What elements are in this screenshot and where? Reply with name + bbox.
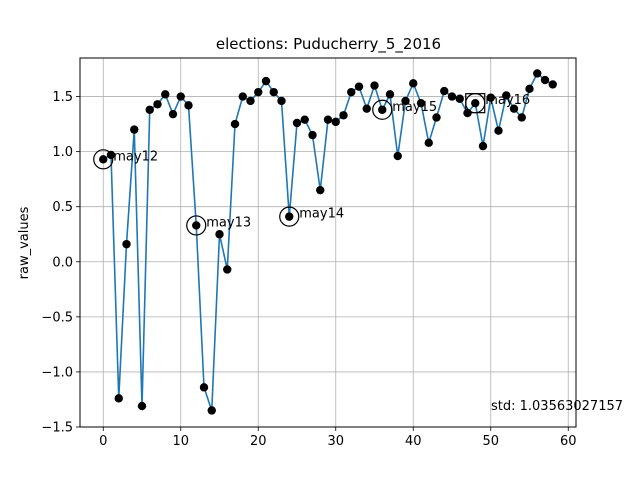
y-tick-label: 0.5: [52, 200, 73, 215]
data-point: [549, 80, 557, 88]
data-point: [138, 402, 146, 410]
data-point: [115, 394, 123, 402]
data-point: [308, 131, 316, 139]
data-point: [246, 97, 254, 105]
x-tick-label: 10: [172, 434, 189, 449]
data-point: [541, 76, 549, 84]
data-point: [409, 79, 417, 87]
data-points: [99, 69, 557, 414]
x-tick-label: 60: [560, 434, 577, 449]
data-point: [122, 240, 130, 248]
annotation-label: may13: [206, 215, 251, 230]
y-tick-label: 1.5: [52, 90, 73, 105]
x-tick-label: 20: [250, 434, 267, 449]
data-point: [161, 90, 169, 98]
annotation-label: may16: [485, 93, 530, 108]
data-point: [324, 115, 332, 123]
data-point: [386, 90, 394, 98]
data-point: [370, 81, 378, 89]
data-point: [192, 221, 200, 229]
data-point: [355, 82, 363, 90]
data-point: [293, 119, 301, 127]
data-point: [363, 104, 371, 112]
data-point: [184, 101, 192, 109]
data-point: [456, 95, 464, 103]
data-point: [479, 142, 487, 150]
data-point: [533, 69, 541, 77]
data-point: [277, 97, 285, 105]
annotation-label: may14: [299, 207, 344, 222]
data-point: [332, 118, 340, 126]
data-point: [153, 100, 161, 108]
data-point: [223, 265, 231, 273]
data-point: [425, 139, 433, 147]
y-tick-label: 0.0: [52, 255, 73, 270]
data-point: [347, 88, 355, 96]
data-point: [285, 212, 293, 220]
y-tick-label: 1.0: [52, 145, 73, 160]
data-point: [231, 120, 239, 128]
data-point: [169, 110, 177, 118]
data-point: [301, 115, 309, 123]
data-point: [239, 92, 247, 100]
annotation-label: may15: [392, 100, 437, 115]
data-point: [200, 383, 208, 391]
data-point: [254, 88, 262, 96]
data-point: [215, 230, 223, 238]
data-point: [208, 406, 216, 414]
data-point: [518, 113, 526, 121]
x-tick-label: 50: [482, 434, 499, 449]
data-point: [394, 152, 402, 160]
y-axis-label: raw_values: [17, 206, 32, 279]
data-point: [262, 77, 270, 85]
data-point: [316, 186, 324, 194]
x-tick-label: 30: [327, 434, 344, 449]
data-point: [339, 111, 347, 119]
data-point: [99, 155, 107, 163]
data-point: [525, 85, 533, 93]
y-tick-label: −1.5: [41, 421, 73, 436]
chart-title: elections: Puducherry_5_2016: [216, 35, 441, 54]
series-line: [103, 73, 553, 410]
axes: 0 10 20 30 40 50 60 −1.5 −1.0 −0.5 0.0 0.5 1.0 1.5: [41, 58, 576, 449]
data-point: [130, 125, 138, 133]
y-tick-label: −1.0: [41, 365, 73, 380]
data-point: [378, 106, 386, 114]
data-point: [448, 92, 456, 100]
std-label: std: 1.03563027157: [491, 399, 623, 414]
data-point: [177, 92, 185, 100]
annotation-label: may12: [113, 149, 158, 164]
x-tick-label: 0: [99, 434, 107, 449]
data-point: [440, 87, 448, 95]
series-path: [103, 73, 553, 410]
data-point: [494, 126, 502, 134]
x-tick-label: 40: [405, 434, 422, 449]
data-point: [270, 88, 278, 96]
data-point: [471, 99, 479, 107]
data-point: [146, 106, 154, 114]
y-tick-label: −0.5: [41, 310, 73, 325]
